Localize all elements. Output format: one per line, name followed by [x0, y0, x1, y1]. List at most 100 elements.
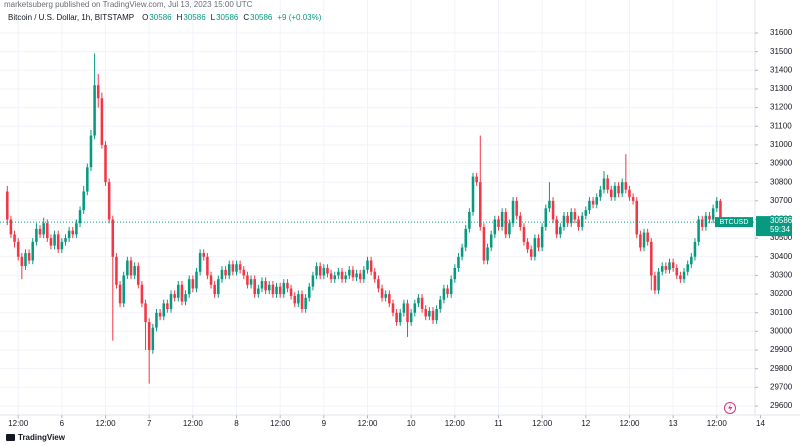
candle-body — [384, 294, 387, 298]
candle-body — [435, 309, 438, 321]
price-tag-value: 30586 — [770, 216, 793, 225]
ohlc-key: H — [177, 13, 183, 22]
candle-body — [227, 264, 231, 276]
candle-body — [300, 294, 304, 310]
candle-body — [93, 85, 96, 136]
candle-body — [198, 253, 202, 272]
grid — [0, 0, 755, 416]
x-tick-label: 6 — [60, 419, 65, 428]
candle-body — [551, 200, 555, 220]
candle-body — [479, 182, 482, 227]
candle-body — [297, 294, 300, 304]
candle-body — [693, 241, 697, 257]
brand: TradingView — [6, 433, 66, 442]
candle-body — [155, 312, 158, 328]
candle-body — [86, 167, 89, 192]
candle-body — [515, 200, 518, 216]
candle-body — [260, 281, 264, 289]
candle-body — [464, 228, 468, 248]
candle-body — [31, 241, 35, 261]
candle-body — [573, 212, 577, 220]
y-tick-label: 31600 — [770, 28, 793, 37]
x-tick-label: 11 — [494, 419, 503, 428]
y-tick-label: 30000 — [770, 326, 793, 335]
candle-body — [246, 275, 249, 285]
candle-body — [257, 288, 260, 295]
candle-body — [719, 200, 722, 223]
candle-body — [628, 189, 631, 198]
candle-body — [271, 284, 275, 295]
candle-body — [173, 294, 176, 298]
candle-body — [253, 279, 256, 295]
candle-body — [304, 297, 307, 310]
x-tick-label: 12 — [581, 419, 590, 428]
candle-body — [104, 144, 107, 183]
candle-body — [675, 267, 679, 276]
candle-body — [642, 232, 646, 248]
candle-body — [482, 226, 486, 261]
candle-body — [151, 327, 155, 351]
chart-title: Bitcoin / U.S. Dollar, 1h, BITSTAMP — [8, 13, 134, 22]
candle-body — [344, 275, 347, 280]
candle-body — [548, 200, 551, 209]
y-tick-label: 31400 — [770, 65, 793, 74]
candle-body — [409, 312, 413, 323]
candle-body — [60, 241, 64, 250]
x-tick-label: 12:00 — [96, 419, 117, 428]
candle-body — [9, 219, 13, 235]
candle-body — [511, 200, 515, 224]
candle-body — [318, 266, 322, 276]
candle-body — [377, 279, 380, 289]
ohlc-key: O — [142, 13, 148, 22]
y-tick-label: 31100 — [770, 121, 792, 130]
candle-body — [366, 260, 369, 270]
candle-body — [293, 295, 296, 304]
candle-body — [220, 269, 224, 280]
x-tick-label: 12:00 — [270, 419, 291, 428]
candle-body — [438, 299, 442, 310]
x-tick-label: 7 — [147, 419, 152, 428]
candle-body — [64, 238, 67, 242]
candle-body — [646, 232, 649, 242]
candle-body — [13, 234, 16, 242]
candle-body — [187, 279, 191, 295]
candle-body — [49, 238, 53, 246]
candle-body — [457, 256, 460, 268]
candle-body — [158, 312, 162, 317]
candle-body — [650, 241, 653, 276]
candle-body — [526, 241, 529, 250]
candle-body — [537, 238, 540, 248]
candle-body — [96, 85, 100, 99]
price-tag-countdown: 59:34 — [770, 225, 791, 234]
candle-body — [126, 260, 129, 276]
candle-body — [508, 223, 511, 235]
candle-body — [668, 262, 671, 270]
candle-body — [406, 303, 409, 323]
candle-body — [398, 312, 402, 323]
ohlc-value: 30586 — [183, 13, 206, 22]
candle-body — [337, 271, 340, 276]
candle-body — [704, 215, 708, 227]
candle-body — [340, 271, 344, 280]
candle-body — [442, 288, 446, 300]
candle-body — [660, 266, 664, 272]
candle-body — [362, 269, 366, 280]
candle-body — [653, 275, 657, 291]
candle-body — [118, 284, 122, 304]
candles — [0, 53, 755, 384]
candle-body — [180, 284, 184, 302]
candle-body — [631, 197, 635, 201]
candle-body — [489, 234, 493, 248]
candle-body — [493, 219, 497, 235]
x-tick-label: 12:00 — [532, 419, 553, 428]
candle-body — [657, 271, 660, 291]
candle-body — [322, 267, 326, 276]
brand-name: TradingView — [18, 433, 66, 442]
candle-body — [475, 176, 478, 183]
y-tick-label: 29600 — [770, 401, 793, 410]
candle-body — [682, 271, 686, 280]
y-tick-label: 29700 — [770, 382, 793, 391]
candle-body — [504, 212, 508, 235]
candle-body — [264, 281, 267, 291]
candle-body — [136, 266, 140, 285]
